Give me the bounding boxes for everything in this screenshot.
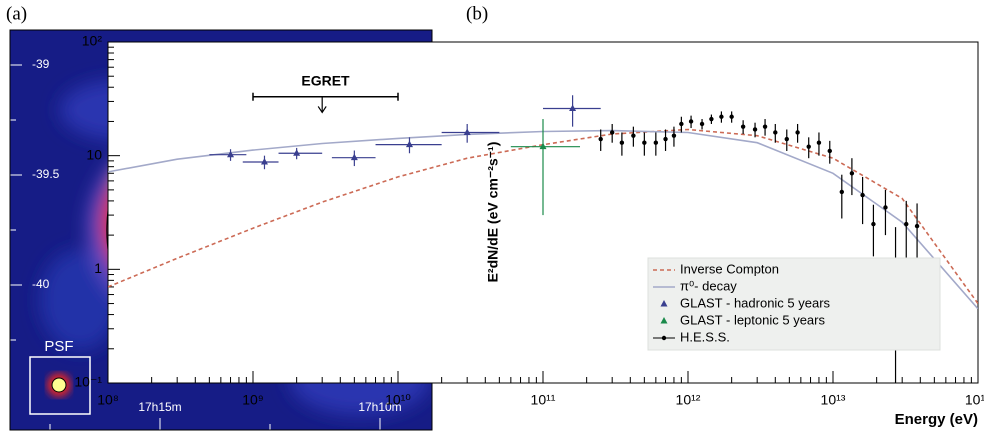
data-point bbox=[752, 127, 758, 132]
data-point bbox=[260, 157, 268, 165]
data-point bbox=[293, 149, 301, 156]
legend-symbol bbox=[660, 317, 668, 324]
data-point bbox=[784, 136, 789, 142]
data-point bbox=[671, 133, 677, 138]
data-point bbox=[539, 142, 547, 150]
data-point bbox=[609, 130, 615, 135]
panel-label: (a) bbox=[6, 3, 27, 24]
x-tick-label: 10¹⁴ bbox=[965, 392, 984, 408]
data-point bbox=[860, 192, 865, 198]
data-point bbox=[806, 144, 811, 149]
x-tick-label: 10¹¹ bbox=[531, 392, 556, 408]
data-point bbox=[740, 124, 746, 129]
x-axis-label: Energy (eV) bbox=[895, 411, 978, 428]
psf-label: PSF bbox=[44, 338, 73, 355]
data-point bbox=[463, 128, 471, 135]
data-point bbox=[904, 221, 909, 227]
data-point bbox=[762, 124, 768, 129]
y-tick-label: 10⁻¹ bbox=[74, 374, 102, 390]
data-point bbox=[773, 130, 778, 135]
data-point bbox=[871, 221, 876, 227]
y-axis-label: E²dN/dE (eV cm⁻²s⁻¹) bbox=[485, 142, 501, 283]
data-point bbox=[631, 133, 636, 138]
y-tick-label: 10 bbox=[86, 146, 102, 162]
data-point bbox=[827, 148, 832, 154]
data-point bbox=[642, 140, 647, 145]
data-point bbox=[688, 119, 694, 124]
egret-arrowhead bbox=[317, 106, 327, 114]
legend-label: π⁰- decay bbox=[680, 278, 737, 293]
data-point bbox=[598, 136, 603, 142]
legend-box bbox=[647, 257, 941, 351]
plot-area bbox=[108, 92, 978, 383]
data-point bbox=[849, 171, 855, 176]
dec-tick-label: -40 bbox=[32, 277, 50, 291]
x-tick-label: 10¹² bbox=[676, 392, 701, 408]
x-tick-label: 10¹⁰ bbox=[385, 392, 411, 408]
data-point bbox=[839, 189, 845, 195]
legend-symbol bbox=[661, 335, 667, 341]
data-point bbox=[729, 114, 734, 119]
data-point bbox=[350, 153, 358, 161]
legend-label: GLAST - leptonic 5 years bbox=[680, 312, 825, 327]
data-point bbox=[709, 116, 714, 122]
legend-symbol bbox=[660, 300, 668, 307]
data-point bbox=[569, 104, 577, 111]
data-point bbox=[914, 223, 920, 229]
x-tick-label: 10⁸ bbox=[97, 392, 119, 408]
data-point bbox=[816, 140, 822, 145]
annotation-label: EGRET bbox=[301, 72, 350, 88]
data-point bbox=[653, 140, 659, 145]
dec-tick-label: -39.5 bbox=[32, 167, 60, 181]
x-tick-label: 10⁹ bbox=[242, 392, 264, 408]
legend-label: H.E.S.S. bbox=[680, 329, 730, 344]
legend-label: Inverse Compton bbox=[680, 261, 779, 276]
data-point bbox=[679, 121, 684, 127]
data-point bbox=[619, 140, 625, 145]
plot: 10⁸ 10⁹ 10¹⁰ 10¹¹ 10¹² 10¹³ 10¹⁴ 10⁻¹ 1 10 10² EGRE… bbox=[74, 33, 984, 408]
data-point bbox=[719, 114, 724, 119]
data-point bbox=[883, 205, 888, 210]
dec-tick-label: -39 bbox=[32, 57, 50, 71]
data-point bbox=[227, 150, 235, 158]
y-tick-label: 1 bbox=[94, 260, 102, 276]
ra-tick-label: 17h15m bbox=[138, 400, 181, 414]
data-point bbox=[405, 140, 413, 148]
data-point bbox=[699, 121, 705, 127]
data-point bbox=[663, 136, 668, 142]
y-tick-label: 10² bbox=[82, 33, 103, 49]
data-point bbox=[795, 130, 800, 135]
x-tick-label: 10¹³ bbox=[821, 392, 846, 408]
ra-tick-label: 17h10m bbox=[358, 400, 401, 414]
panel-label: (b) bbox=[466, 3, 488, 24]
legend-label: GLAST - hadronic 5 years bbox=[680, 295, 831, 310]
